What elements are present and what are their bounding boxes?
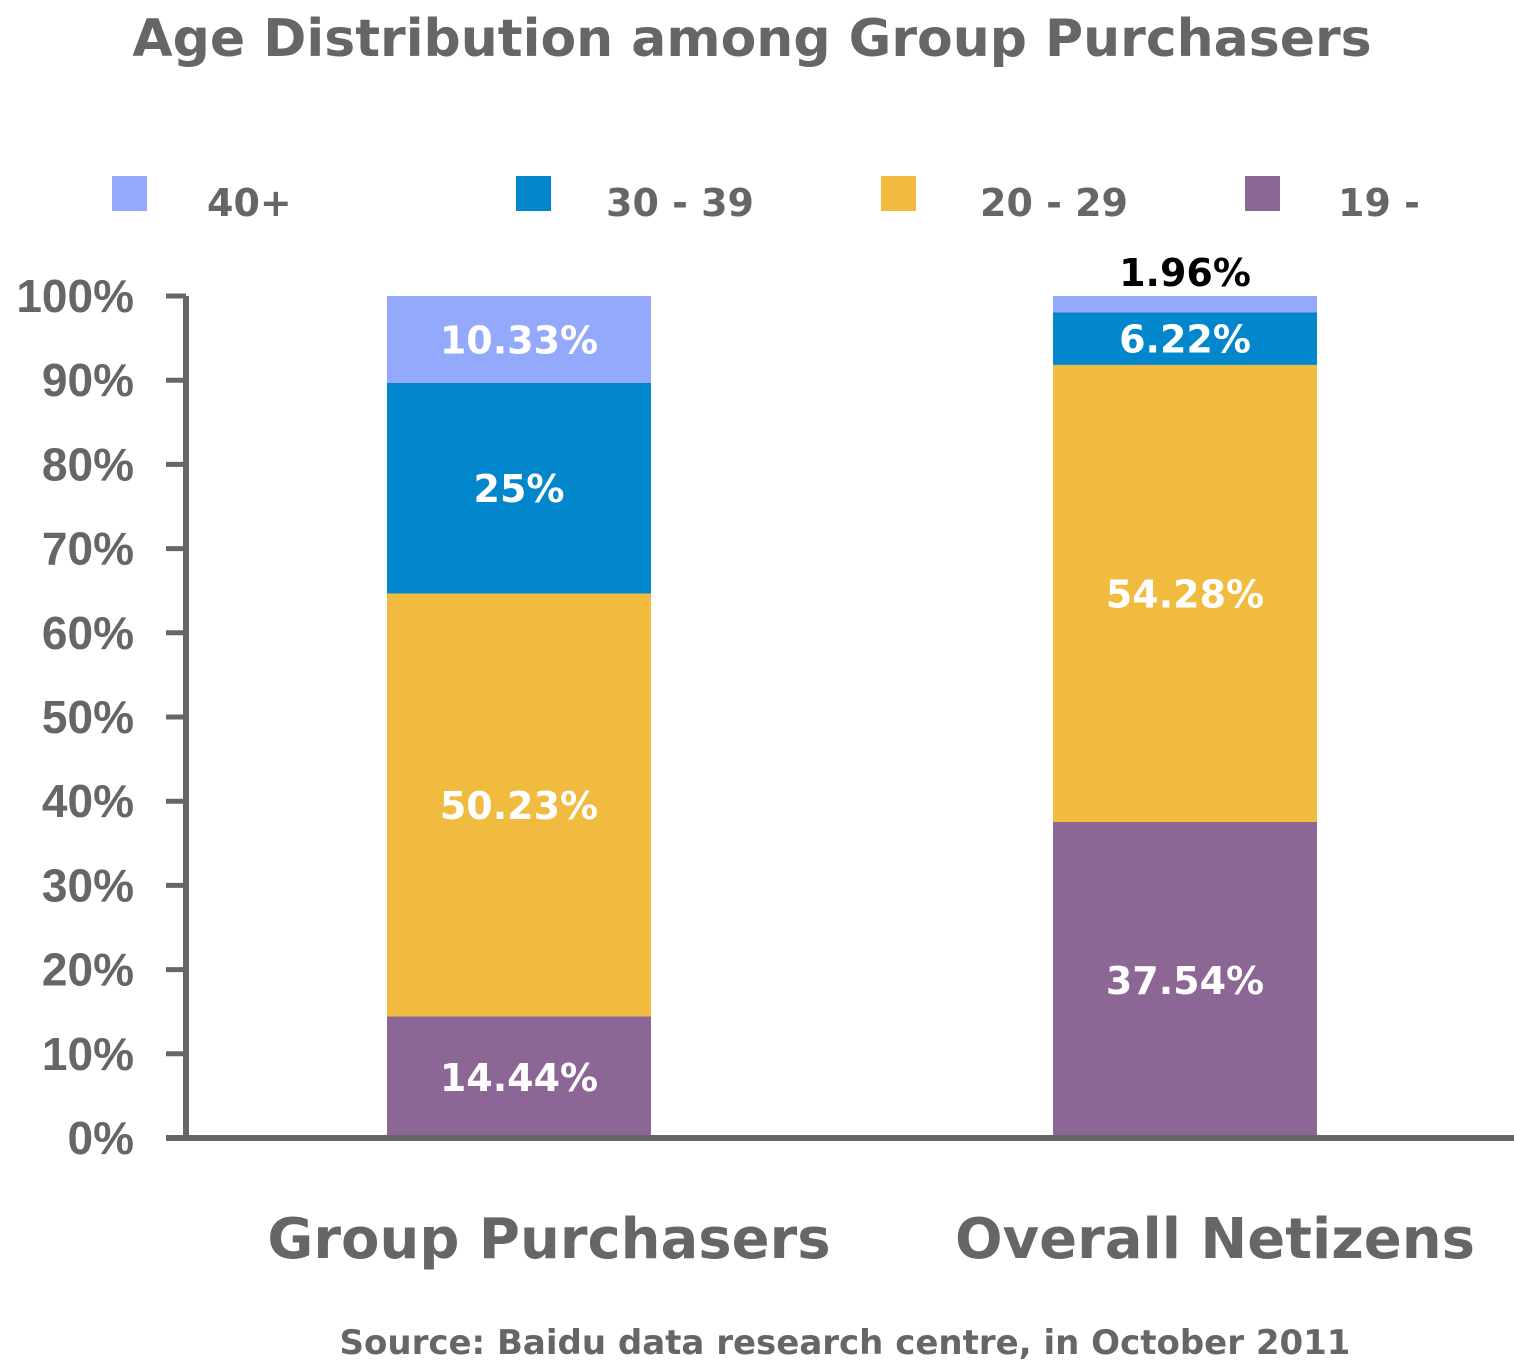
legend-swatch-30-39 [516, 176, 551, 211]
data-label-group-purchasers-30-39: 25% [474, 467, 565, 511]
y-tick-label: 10% [42, 1028, 134, 1080]
y-tick-label: 60% [42, 607, 134, 659]
bar-segment-overall-netizens-40 [1053, 296, 1317, 313]
bar-segment-group-purchasers-19 [387, 1016, 651, 1138]
legend-label-19: 19 - [1338, 181, 1420, 225]
y-tick-label: 0% [68, 1112, 134, 1164]
bar-segment-group-purchasers-30-39 [387, 382, 651, 594]
legend-swatch-20-29 [881, 176, 916, 211]
legend: 40+ 30 - 39 20 - 29 19 - [112, 176, 1420, 225]
y-tick-label: 40% [42, 775, 134, 827]
y-axis-ticks: 0% 10% 20% 30% 40% 50% 60% 70% 80% 90% 100% [16, 270, 186, 1164]
legend-swatch-19 [1245, 176, 1280, 211]
bars [387, 296, 1317, 1138]
bar-segment-overall-netizens-19 [1053, 821, 1317, 1138]
legend-label-20-29: 20 - 29 [980, 181, 1128, 225]
chart-title: Age Distribution among Group Purchasers [132, 9, 1371, 69]
bar-segment-group-purchasers-20-29 [387, 593, 651, 1017]
y-tick-label: 100% [16, 270, 134, 322]
data-label-group-purchasers-19: 14.44% [440, 1056, 598, 1100]
y-tick-label: 70% [42, 523, 134, 575]
category-labels: Group Purchasers Overall Netizens [267, 1207, 1475, 1272]
y-tick-label: 30% [42, 859, 134, 911]
data-label-overall-netizens-30-39: 6.22% [1119, 318, 1251, 362]
data-label-group-purchasers-20-29: 50.23% [440, 784, 598, 828]
data-label-overall-netizens-20-29: 54.28% [1106, 572, 1264, 616]
bar-segment-group-purchasers-40 [387, 296, 651, 383]
x-category-label-group-purchasers: Group Purchasers [267, 1207, 830, 1272]
source-note: Source: Baidu data research centre, in O… [340, 1323, 1351, 1363]
bar-segment-overall-netizens-30-39 [1053, 312, 1317, 365]
data-label-overall-netizens-40: 1.96% [1119, 251, 1251, 295]
y-tick-label: 90% [42, 354, 134, 406]
data-label-group-purchasers-40: 10.33% [440, 318, 598, 362]
legend-label-40: 40+ [207, 181, 292, 225]
data-label-overall-netizens-19: 37.54% [1106, 959, 1264, 1003]
axes [166, 296, 1514, 1141]
y-tick-label: 20% [42, 944, 134, 996]
y-tick-label: 50% [42, 691, 134, 743]
bar-segment-overall-netizens-20-29 [1053, 364, 1317, 822]
x-category-label-overall-netizens: Overall Netizens [955, 1207, 1475, 1272]
legend-label-30-39: 30 - 39 [606, 181, 754, 225]
y-tick-label: 80% [42, 438, 134, 490]
data-labels: 14.44% 50.23% 25% 10.33% 37.54% 54.28% 6.22% 1.… [440, 251, 1264, 1100]
legend-swatch-40 [112, 176, 147, 211]
